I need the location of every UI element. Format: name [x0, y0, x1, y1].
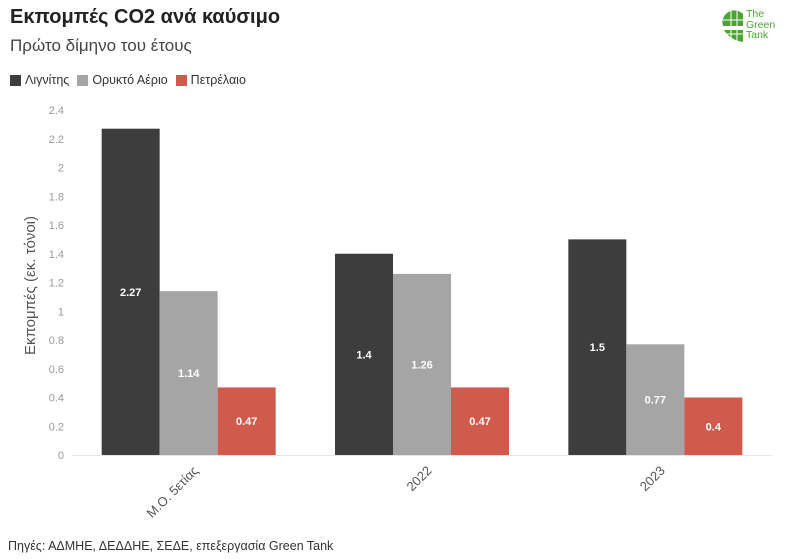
y-tick-label: 0.8: [49, 335, 64, 347]
y-tick-label: 1: [58, 306, 64, 318]
data-label: 1.14: [178, 368, 200, 380]
y-tick-label: 1.4: [49, 249, 64, 261]
logo-text: The Green Tank: [746, 9, 775, 41]
y-tick-label: 0.4: [49, 393, 64, 405]
bar: [101, 128, 160, 455]
legend-swatch: [77, 74, 89, 86]
bar: [451, 387, 509, 455]
data-label: 1.5: [590, 342, 605, 354]
data-label: 0.4: [706, 421, 722, 433]
y-tick-label: 0: [58, 450, 64, 462]
legend-item-lignite[interactable]: Λιγνίτης: [10, 73, 69, 87]
y-axis-title: Εκπομπές (εκ. τόνοι): [22, 216, 39, 355]
bar: [217, 387, 276, 455]
bar-chart: 0 0.2 0.4 0.6 0.8 1 1.2 1.4 1.6 1.8 2 2.2 2.4 Εκπομπέ…: [22, 105, 772, 521]
y-tick-label: 2.2: [49, 134, 64, 146]
legend-swatch: [175, 74, 187, 86]
legend-label: Πετρέλαιο: [190, 73, 246, 87]
source-note: Πηγές: ΑΔΜΗΕ, ΔΕΔΔΗΕ, ΣΕΔΕ, επεξεργασία …: [8, 539, 334, 553]
bar: [626, 344, 685, 455]
legend-item-oil[interactable]: Πετρέλαιο: [175, 73, 246, 87]
y-tick-label: 2.4: [49, 105, 64, 117]
chart-subtitle: Πρώτο δίμηνο του έτους: [10, 36, 192, 55]
logo-text-line: The: [746, 8, 765, 20]
y-tick-label: 0.2: [49, 421, 64, 433]
legend-label: Λιγνίτης: [25, 73, 70, 87]
x-tick-label: 2023: [637, 463, 668, 494]
bar: [393, 273, 451, 455]
data-label: 0.77: [645, 395, 666, 407]
legend-label: Ορυκτό Αέριο: [92, 73, 168, 87]
leaf-grid-icon: [722, 10, 743, 42]
y-tick-label: 1.6: [49, 220, 64, 232]
legend-item-gas[interactable]: Ορυκτό Αέριο: [77, 73, 168, 87]
y-tick-label: 2: [58, 163, 64, 175]
logo-text-line: Green: [746, 18, 776, 31]
chart-title: Εκπομπές CO2 ανά καύσιμο: [10, 6, 281, 28]
bar: [684, 397, 743, 455]
y-tick-label: 1.2: [49, 278, 64, 290]
legend-swatch: [10, 74, 21, 86]
data-label: 0.47: [469, 416, 490, 428]
y-tick-label: 1.8: [49, 191, 64, 203]
data-label: 1.26: [411, 359, 432, 371]
green-tank-logo: The Green Tank: [720, 4, 784, 46]
bar: [568, 239, 627, 455]
bar: [159, 291, 218, 455]
chart-legend: Λιγνίτης Ορυκτό Αέριο Πετρέλαιο: [10, 73, 246, 87]
bar: [335, 253, 393, 455]
x-tick-label: Μ.Ο. 5ετίας: [144, 463, 202, 521]
data-label: 0.47: [236, 416, 257, 428]
logo-text-line: Tank: [746, 29, 769, 41]
data-label: 2.27: [120, 287, 141, 299]
y-tick-label: 0.6: [49, 364, 64, 376]
data-label: 1.4: [356, 349, 372, 361]
x-tick-label: 2022: [403, 463, 434, 494]
